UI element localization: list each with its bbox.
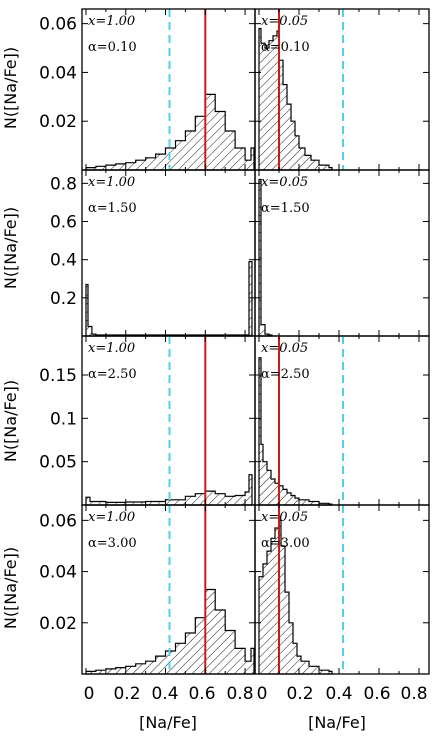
- histogram-bars: [258, 27, 333, 171]
- y-tick-label: 0.6: [50, 213, 77, 233]
- y-tick-label: 0.8: [50, 174, 77, 194]
- panel-x-label: x=0.05: [261, 14, 308, 29]
- y-tick-label: 0.06: [39, 511, 77, 531]
- y-tick-label: 0.2: [50, 289, 77, 309]
- panel-r3-c2: x=0.05 α=2.50: [254, 335, 430, 506]
- x-tick-label: 0.2: [113, 684, 140, 704]
- panel-r2-c2: x=0.05 α=1.50: [254, 169, 430, 337]
- y-tick-label: 0.4: [50, 251, 77, 271]
- panel-r3-c1: 0.05 0.1 0.15 x=1.00 α=2.50: [39, 335, 256, 506]
- panel-alpha-label: α=0.10: [88, 40, 137, 55]
- panel-grid: 0.020.040.06 x=1.00α=0.10x=0.05α=0.100.20…: [39, 8, 430, 675]
- x-tick-label: 0.6: [363, 684, 390, 704]
- x-tick-label: 0.6: [188, 684, 215, 704]
- panel-x-label: x=0.05: [261, 341, 308, 356]
- y-tick-label: 0.04: [39, 563, 77, 583]
- panel-alpha-label: α=2.50: [261, 367, 310, 382]
- panel-r1-c2: x=0.05 α=0.10: [254, 8, 430, 171]
- panel-frame: [81, 169, 256, 337]
- x-tick-label: 0.4: [325, 684, 352, 704]
- panel-x-label: x=1.00: [88, 175, 135, 190]
- histogram-bars: [85, 588, 255, 675]
- panel-r4-c1: 0.02 0.04 0.06 x=1.00 α=3.00: [39, 504, 256, 675]
- x-tick-label: 0: [84, 684, 95, 704]
- y-axis-label-row-3: N([Na/Fe]): [1, 380, 20, 462]
- y-axis-label-row-2: N([Na/Fe]): [1, 207, 20, 289]
- y-tick-label: 0.06: [39, 15, 77, 35]
- panel-frame: [254, 169, 430, 337]
- panel-r4-c2: x=0.05 α=3.00: [254, 504, 430, 675]
- y-tick-label: 0.04: [39, 63, 77, 83]
- histogram-bars: [258, 519, 333, 675]
- x-tick-label: 0.8: [400, 684, 427, 704]
- histogram-bars: [85, 261, 253, 337]
- x-tick-label: 0.8: [226, 684, 253, 704]
- panel-alpha-label: α=1.50: [88, 201, 137, 216]
- panel-frame: [254, 504, 430, 675]
- panel-alpha-label: α=2.50: [88, 367, 137, 382]
- y-axis-label-row-1: N([Na/Fe]): [1, 47, 20, 129]
- histogram-bars: [258, 178, 273, 337]
- panel-alpha-label: α=3.00: [261, 536, 310, 551]
- y-tick-label: 0.05: [39, 453, 77, 473]
- x-axis-label-right: [Na/Fe]: [308, 713, 366, 732]
- panel-alpha-label: α=0.10: [261, 40, 310, 55]
- x-tick-label: 0.2: [286, 684, 313, 704]
- panel-alpha-label: α=1.50: [261, 201, 310, 216]
- y-axis-label-row-4: N([Na/Fe]): [1, 547, 20, 629]
- panel-x-label: x=1.00: [88, 510, 135, 525]
- y-tick-label: 0.02: [39, 614, 77, 634]
- x-tick-label: 0.4: [151, 684, 178, 704]
- panel-x-label: x=1.00: [88, 341, 135, 356]
- x-axis-label-left: [Na/Fe]: [139, 713, 197, 732]
- histogram-bars: [85, 93, 255, 171]
- panel-r1-c1: 0.02 0.04 0.06 x=1.00 α=0.10: [39, 8, 256, 171]
- x-tick-labels-left: 0 0.2 0.4 0.6 0.8: [84, 684, 254, 704]
- panel-x-label: x=0.05: [261, 510, 308, 525]
- y-tick-label: 0.02: [39, 112, 77, 132]
- panel-r2-c1: 0.2 0.4 0.6 0.8 x=1.00 α=1.50: [50, 169, 256, 337]
- x-tick-label: 0: [257, 684, 268, 704]
- panel-x-label: x=0.05: [261, 175, 308, 190]
- panel-alpha-label: α=3.00: [88, 536, 137, 551]
- panel-x-label: x=1.00: [88, 14, 135, 29]
- y-tick-label: 0.1: [50, 409, 77, 429]
- y-tick-label: 0.15: [39, 366, 77, 386]
- x-tick-labels-right: 0 0.2 0.4 0.6 0.8: [257, 684, 428, 704]
